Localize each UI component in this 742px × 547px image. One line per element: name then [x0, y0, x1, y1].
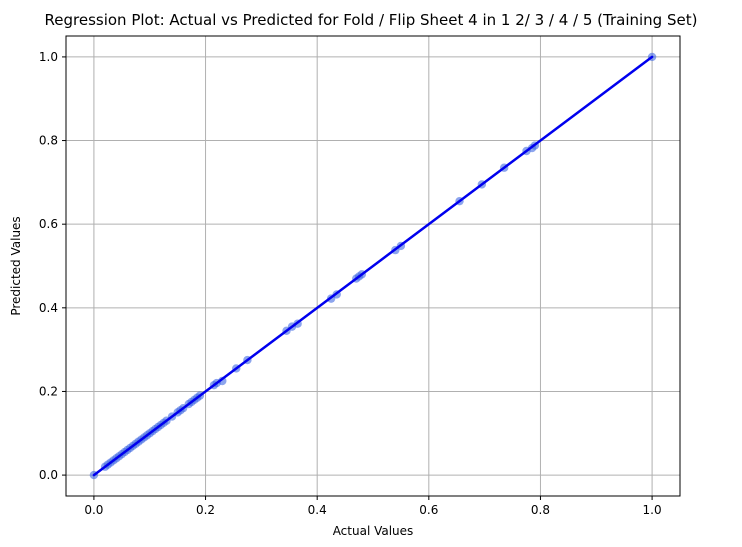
x-axis-label: Actual Values: [333, 524, 414, 538]
x-tick-label: 0.8: [531, 503, 550, 517]
x-tick-label: 1.0: [643, 503, 662, 517]
x-tick-label: 0.4: [308, 503, 327, 517]
regression-line-group: [92, 55, 654, 477]
y-axis-label: Predicted Values: [9, 216, 23, 315]
chart-title: Regression Plot: Actual vs Predicted for…: [45, 11, 698, 29]
x-tick-label: 0.6: [419, 503, 438, 517]
data-point: [218, 376, 227, 386]
y-tick-label: 0.8: [39, 134, 58, 148]
grid: [66, 36, 680, 496]
regression-line: [92, 55, 654, 477]
y-tick-label: 0.6: [39, 217, 58, 231]
plot-frame: [65, 35, 681, 497]
y-tick-label: 0.2: [39, 384, 58, 398]
x-tick-label: 0.2: [196, 503, 215, 517]
y-tick-label: 1.0: [39, 50, 58, 64]
y-tick-label: 0.4: [39, 301, 58, 315]
x-tick-label: 0.0: [84, 503, 103, 517]
y-tick-label: 0.0: [39, 468, 58, 482]
axis-ticks: 0.0 0.2 0.4 0.6 0.8 1.0 0.0 0.2 0.4 0.6 0.8 1.0: [39, 50, 662, 517]
